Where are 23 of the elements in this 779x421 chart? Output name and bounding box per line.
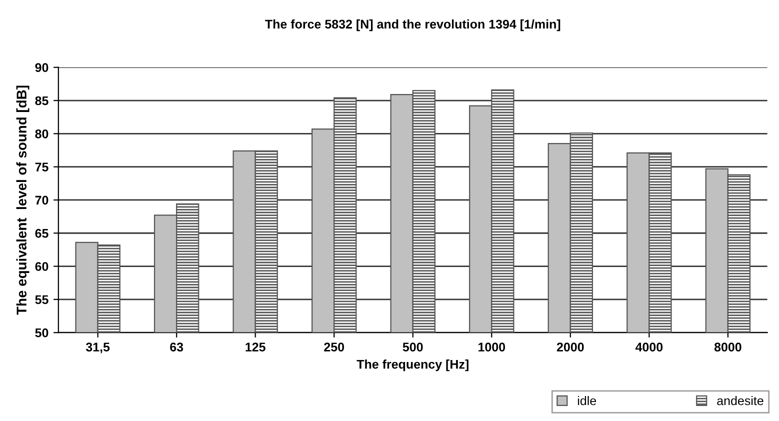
y-tick-label: 80 — [35, 129, 48, 138]
x-tick-label: 1000 — [478, 342, 506, 352]
x-tick-label: 125 — [246, 342, 266, 352]
chart-title: The force 5832 [N] and the revolution 1394 [1/min] — [265, 19, 560, 32]
x-tick-label: 31,5 — [86, 342, 110, 354]
legend-label: idle — [578, 396, 596, 406]
y-tick-label: 90 — [35, 63, 48, 72]
y-tick-label: 85 — [35, 96, 48, 106]
y-tick-label: 60 — [35, 262, 48, 271]
y-tick-label: 55 — [35, 295, 48, 304]
y-axis-title: The equivalent level of sound [dB] — [16, 86, 30, 315]
x-tick-label: 4000 — [635, 342, 663, 352]
legend-label: andesite — [717, 396, 764, 406]
y-tick-label: 65 — [35, 228, 48, 238]
y-tick-label: 75 — [35, 162, 48, 172]
x-tick-label: 2000 — [556, 342, 584, 352]
x-axis-title: The frequency [Hz] — [356, 360, 468, 372]
y-tick-label: 50 — [35, 328, 48, 338]
x-tick-label: 250 — [324, 342, 344, 352]
x-tick-label: 8000 — [714, 342, 742, 352]
y-tick-label: 70 — [35, 196, 48, 205]
x-tick-label: 500 — [402, 342, 423, 352]
x-tick-label: 63 — [170, 342, 184, 352]
